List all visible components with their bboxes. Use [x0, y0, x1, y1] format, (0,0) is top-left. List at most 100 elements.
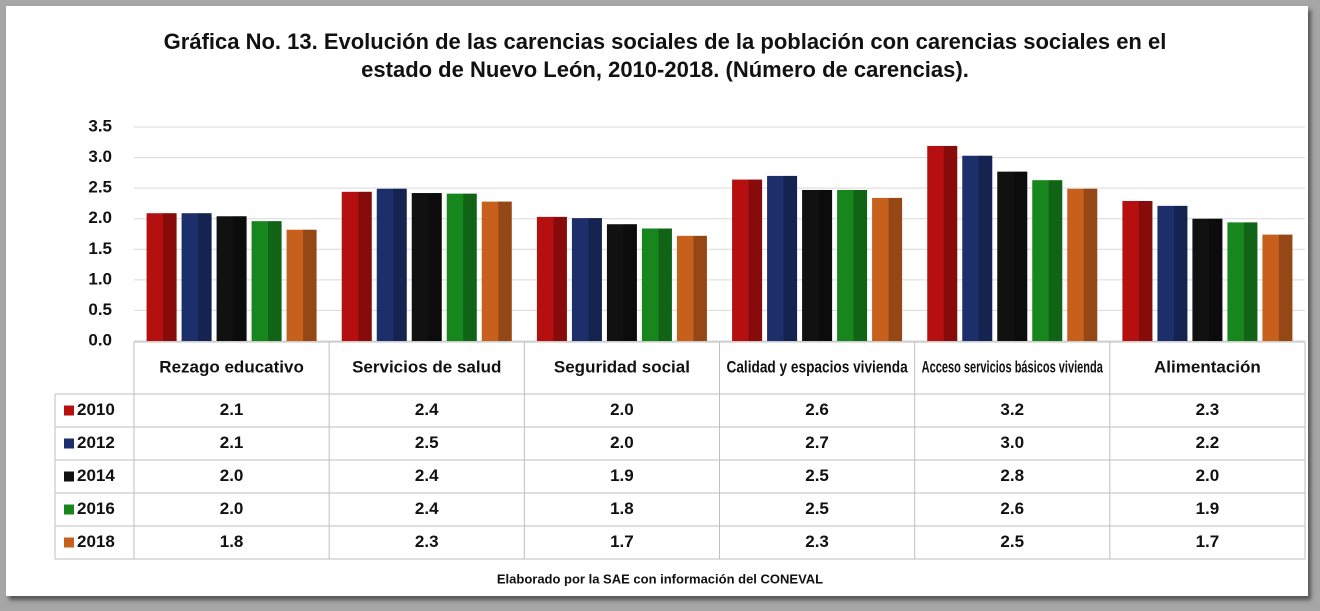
bar-shade	[233, 216, 247, 341]
data-label: 3.2	[1000, 400, 1024, 419]
y-tick-label: 0.0	[88, 330, 112, 349]
data-label: 2.4	[415, 466, 439, 485]
chart-title: Gráfica No. 13. Evolución de las carenci…	[163, 29, 1167, 82]
data-label: 2.6	[805, 400, 829, 419]
bar	[1122, 200, 1153, 341]
bar	[1032, 180, 1063, 341]
bar	[837, 189, 868, 341]
bar-shade	[588, 218, 602, 341]
bar-shade	[303, 229, 317, 341]
bar-shade	[748, 179, 763, 341]
data-label: 2.5	[415, 433, 439, 452]
data-label: 2.0	[220, 466, 244, 485]
bar-shade	[1138, 200, 1153, 341]
bar-shade	[1243, 222, 1258, 341]
source-note: Elaborado por la SAE con información del…	[497, 571, 823, 586]
bar-shade	[783, 175, 798, 341]
bar	[606, 224, 637, 341]
bar-shade	[888, 197, 903, 341]
bar	[927, 145, 958, 341]
bar	[251, 221, 282, 341]
data-label: 2.2	[1196, 433, 1220, 452]
bar-shade	[693, 235, 707, 341]
bar	[181, 213, 212, 341]
bar-shade	[1013, 171, 1028, 341]
data-label: 2.8	[1000, 466, 1024, 485]
data-label: 1.9	[1196, 499, 1220, 518]
data-label: 2.0	[610, 433, 634, 452]
data-label: 2.3	[1196, 400, 1220, 419]
bar-shade	[1278, 234, 1293, 341]
bar	[767, 175, 798, 341]
y-tick-label: 3.0	[88, 147, 112, 166]
bar-shade	[943, 145, 958, 341]
bar-shade	[978, 155, 993, 341]
bar	[571, 218, 602, 341]
y-tick-label: 2.5	[88, 178, 112, 197]
y-tick-label: 0.5	[88, 300, 112, 319]
category-label: Rezago educativo	[159, 357, 304, 376]
data-label: 2.5	[805, 466, 829, 485]
bar	[641, 228, 672, 341]
data-label: 2.4	[415, 499, 439, 518]
data-label: 2.0	[220, 499, 244, 518]
bar	[1192, 218, 1223, 341]
bar	[536, 216, 567, 341]
data-label: 2.5	[1000, 532, 1024, 551]
data-label: 1.8	[610, 499, 634, 518]
bar-shade	[428, 193, 442, 341]
bar	[1067, 188, 1098, 341]
legend-label: 2014	[77, 466, 115, 485]
bar-shade	[1048, 180, 1063, 341]
data-label: 2.1	[220, 433, 244, 452]
bar-shade	[658, 228, 672, 341]
data-label: 2.3	[415, 532, 439, 551]
data-label: 1.7	[1196, 532, 1220, 551]
legend-label: 2012	[77, 433, 115, 452]
legend-key	[64, 405, 74, 416]
data-label: 2.5	[805, 499, 829, 518]
bar-shade	[818, 189, 833, 341]
bar	[376, 188, 407, 341]
data-label: 1.7	[610, 532, 634, 551]
legend-label: 2018	[77, 532, 115, 551]
category-label: Calidad y espacios vivienda	[727, 357, 909, 376]
y-tick-label: 2.0	[88, 208, 112, 227]
bar-shade	[623, 224, 637, 341]
bar	[216, 216, 247, 341]
data-label: 2.6	[1000, 499, 1024, 518]
data-label: 1.9	[610, 466, 634, 485]
bar	[872, 197, 903, 341]
legend-label: 2016	[77, 499, 115, 518]
y-tick-label: 1.5	[88, 239, 112, 258]
bar-shade	[1173, 205, 1188, 341]
bar-shade	[393, 188, 407, 341]
bar-shade	[498, 201, 512, 341]
y-tick-label: 1.0	[88, 269, 112, 288]
bar	[1227, 222, 1258, 341]
category-label: Alimentación	[1154, 357, 1261, 376]
bar-shade	[358, 191, 372, 341]
legend-key	[64, 438, 74, 449]
bar	[1262, 234, 1293, 341]
bar	[411, 193, 442, 341]
data-label: 2.7	[805, 433, 829, 452]
data-label: 2.4	[415, 400, 439, 419]
bar	[1157, 205, 1188, 341]
bar-shade	[1208, 218, 1223, 341]
bar-shade	[553, 216, 567, 341]
legend-key	[64, 504, 74, 515]
bar	[802, 189, 833, 341]
bar	[481, 201, 512, 341]
bar	[997, 171, 1028, 341]
legend-label: 2010	[77, 400, 115, 419]
bar	[146, 213, 177, 341]
bar-shade	[163, 213, 177, 341]
data-label: 2.1	[220, 400, 244, 419]
bar	[732, 179, 763, 341]
data-label: 2.3	[805, 532, 829, 551]
data-label: 3.0	[1000, 433, 1024, 452]
category-label: Servicios de salud	[352, 357, 501, 376]
bar	[446, 193, 477, 341]
